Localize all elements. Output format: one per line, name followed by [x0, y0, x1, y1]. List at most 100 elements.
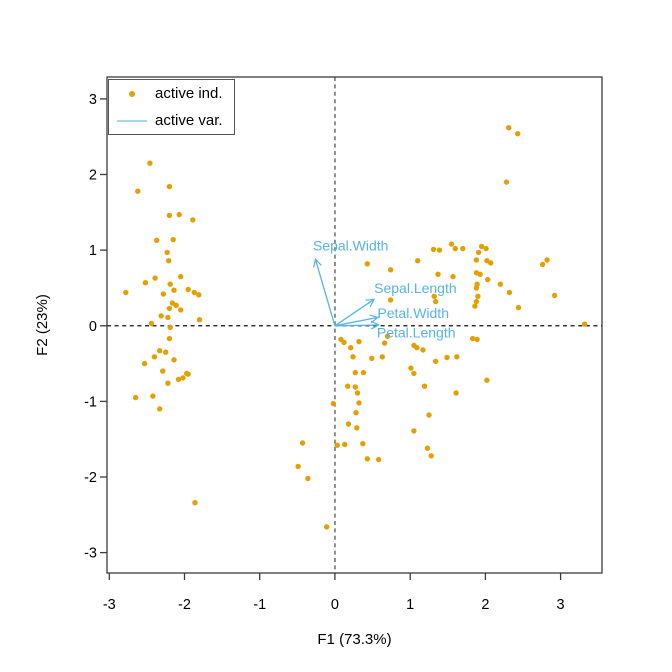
scatter-point [166, 305, 173, 312]
scatter-point [295, 463, 301, 470]
variable-arrow [334, 325, 379, 326]
scatter-point [185, 286, 191, 293]
scatter-point [454, 354, 460, 360]
scatter-point [342, 441, 348, 448]
scatter-point [190, 217, 196, 223]
legend: active ind. active var. [108, 79, 235, 135]
scatter-point [352, 369, 358, 376]
scatter-point [345, 421, 352, 427]
scatter-point [123, 289, 129, 296]
scatter-point [506, 289, 513, 296]
variable-arrow [315, 259, 336, 326]
scatter-point [164, 249, 170, 256]
y-tick-label: 2 [89, 168, 97, 184]
scatter-point [421, 383, 428, 389]
legend-swatch [109, 119, 155, 122]
y-axis-title: F2 (23%) [34, 294, 51, 356]
scatter-point [484, 377, 490, 383]
scatter-point [167, 324, 173, 330]
scatter-point [360, 441, 366, 447]
scatter-point [475, 249, 482, 256]
legend-label: active var. [155, 112, 223, 129]
scatter-point [503, 179, 510, 185]
scatter-point [452, 245, 458, 252]
scatter-point [147, 160, 153, 166]
scatter-point [473, 257, 480, 263]
x-tick-label: 0 [331, 597, 339, 613]
scatter-point [135, 188, 141, 194]
scatter-point [141, 360, 148, 367]
scatter-point [305, 475, 311, 482]
variable-arrow [334, 299, 374, 327]
scatter-point [506, 125, 512, 131]
scatter-point [478, 243, 485, 250]
scatter-point [435, 271, 441, 277]
scatter-point [150, 393, 156, 399]
y-tick-label: -1 [84, 394, 97, 410]
scatter-point [472, 303, 478, 309]
scatter-point [330, 400, 337, 407]
scatter-point [488, 260, 494, 266]
scatter-point [299, 440, 306, 446]
scatter-point [356, 338, 362, 345]
scatter-point [163, 349, 169, 355]
scatter-point [341, 339, 347, 346]
scatter-point [364, 456, 370, 462]
scatter-point [176, 211, 182, 218]
scatter-point [191, 289, 197, 296]
scatter-point [375, 456, 382, 463]
scatter-point [469, 335, 476, 342]
scatter-point [196, 292, 202, 298]
scatter-point [364, 261, 370, 267]
scatter-point [154, 237, 160, 243]
scatter-point [426, 412, 432, 418]
scatter-point [497, 281, 504, 287]
scatter-point [178, 307, 184, 313]
variable-arrow [334, 317, 378, 327]
scatter-point [473, 298, 480, 305]
scatter-point [350, 354, 356, 360]
scatter-point [166, 212, 173, 219]
scatter-point [474, 336, 480, 343]
scatter-point [477, 271, 483, 277]
scatter-point [582, 321, 588, 327]
scatter-point [324, 524, 330, 530]
scatter-point [411, 370, 417, 377]
legend-entry-active-ind: active ind. [109, 80, 234, 107]
scatter-point [171, 357, 177, 363]
scatter-point [157, 406, 163, 412]
variable-label: Sepal.Length [374, 280, 457, 296]
scatter-point [167, 281, 173, 287]
scatter-point [436, 247, 443, 253]
point-marker-icon [129, 90, 135, 97]
scatter-point [151, 354, 158, 360]
y-tick-label: 3 [89, 92, 97, 108]
legend-swatch [109, 90, 155, 97]
scatter-point [142, 280, 149, 286]
scatter-point [433, 298, 439, 305]
scatter-point [196, 317, 203, 323]
scatter-point [360, 369, 367, 376]
scatter-point [160, 291, 167, 297]
y-tick-label: 0 [89, 319, 97, 335]
x-axis-title: F1 (73.3%) [317, 631, 391, 648]
scatter-point [185, 371, 191, 377]
scatter-point [354, 390, 361, 396]
scatter-point [152, 275, 158, 281]
scatter-point [515, 304, 522, 311]
scatter-point [515, 131, 521, 137]
legend-entry-active-var: active var. [109, 107, 234, 134]
scatter-point [544, 257, 550, 263]
x-tick-label: -2 [178, 597, 191, 613]
scatter-point [158, 313, 164, 319]
scatter-point [408, 365, 414, 371]
scatter-point [180, 375, 186, 381]
scatter-point [354, 425, 360, 431]
scatter-point [173, 302, 179, 308]
y-tick-label: -3 [84, 546, 97, 562]
variable-label: Petal.Width [377, 305, 449, 321]
scatter-point [415, 258, 421, 264]
scatter-point [450, 273, 456, 280]
scatter-point [475, 293, 481, 299]
